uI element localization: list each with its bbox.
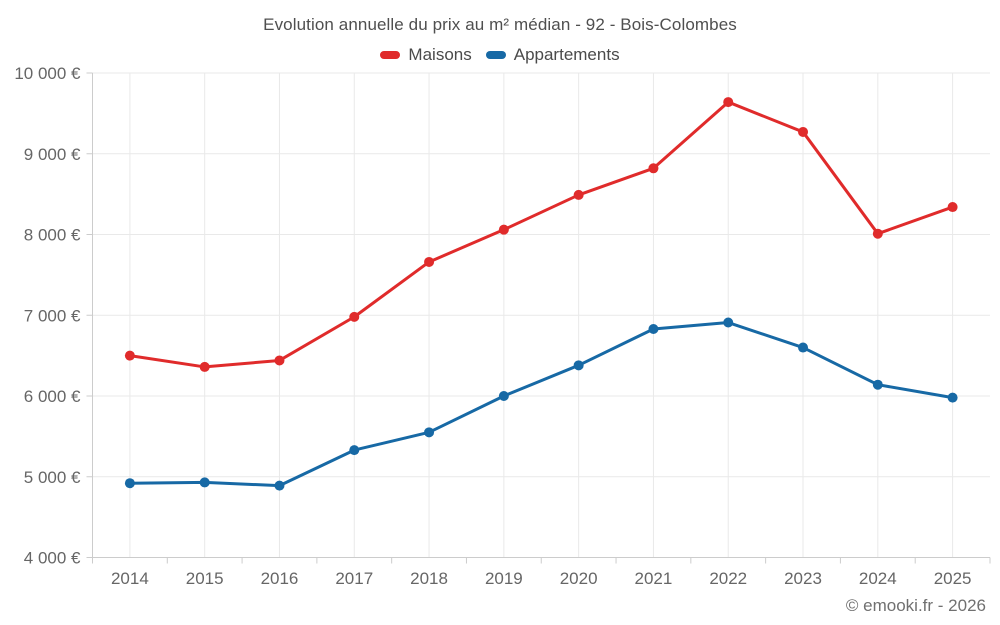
data-point-maisons[interactable]	[872, 228, 883, 239]
data-point-maisons[interactable]	[947, 202, 958, 213]
chart-title: Evolution annuelle du prix au m² médian …	[263, 15, 737, 34]
data-point-appartements[interactable]	[124, 478, 135, 489]
y-axis-label: 7 000 €	[24, 306, 81, 325]
data-point-appartements[interactable]	[199, 477, 210, 488]
credit-text: © emooki.fr - 2026	[845, 596, 986, 615]
x-axis-label: 2025	[934, 569, 972, 588]
data-point-maisons[interactable]	[648, 163, 659, 174]
data-point-appartements[interactable]	[798, 342, 809, 353]
legend-swatch-appartements-icon	[485, 51, 506, 59]
data-point-maisons[interactable]	[424, 256, 435, 267]
data-point-appartements[interactable]	[349, 445, 360, 456]
data-point-maisons[interactable]	[798, 126, 809, 137]
data-point-maisons[interactable]	[498, 224, 509, 235]
x-axis-label: 2015	[186, 569, 224, 588]
legend-swatch-maisons-icon	[380, 51, 401, 59]
data-point-appartements[interactable]	[723, 317, 734, 328]
data-point-appartements[interactable]	[498, 391, 509, 401]
x-axis-label: 2019	[485, 569, 523, 588]
data-point-appartements[interactable]	[648, 323, 659, 334]
x-axis-label: 2021	[635, 569, 673, 588]
data-point-maisons[interactable]	[349, 311, 360, 322]
data-point-appartements[interactable]	[424, 427, 435, 438]
x-axis-label: 2024	[859, 569, 897, 588]
data-point-maisons[interactable]	[274, 355, 285, 366]
data-point-maisons[interactable]	[573, 189, 584, 200]
y-axis-label: 9 000 €	[24, 145, 81, 164]
legend-label-appartements: Appartements	[513, 45, 620, 64]
data-point-maisons[interactable]	[723, 97, 734, 108]
data-point-appartements[interactable]	[573, 360, 584, 371]
legend-item-maisons[interactable]: Maisons	[380, 45, 472, 65]
series-line-appartements	[128, 321, 955, 488]
data-point-appartements[interactable]	[947, 392, 958, 403]
x-axis-label: 2014	[111, 569, 149, 588]
x-axis-label: 2022	[709, 569, 747, 588]
x-axis-label: 2016	[261, 569, 299, 588]
y-axis-label: 5 000 €	[24, 468, 81, 487]
legend-label-maisons: Maisons	[408, 45, 472, 64]
x-axis-label: 2017	[335, 569, 373, 588]
y-axis-label: 4 000 €	[24, 549, 81, 568]
y-axis-label: 8 000 €	[24, 226, 81, 245]
y-axis-label: 10 000 €	[14, 64, 81, 83]
data-point-maisons[interactable]	[199, 361, 210, 372]
data-point-maisons[interactable]	[124, 350, 135, 361]
y-axis-label: 6 000 €	[24, 387, 81, 406]
x-axis-label: 2023	[784, 569, 822, 588]
legend: Maisons Appartements	[0, 45, 1000, 65]
x-axis-label: 2018	[410, 569, 448, 588]
x-axis-label: 2020	[560, 569, 598, 588]
data-point-appartements[interactable]	[872, 379, 883, 390]
data-point-appartements[interactable]	[274, 480, 285, 491]
legend-item-appartements[interactable]: Appartements	[485, 45, 620, 65]
series-line-maisons	[128, 100, 955, 369]
